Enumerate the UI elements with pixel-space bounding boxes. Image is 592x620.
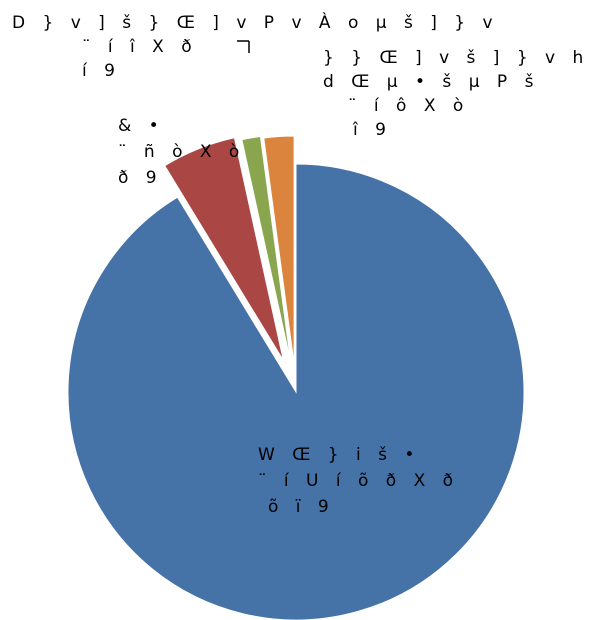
pie-slice-3 [263, 135, 295, 365]
slice-label-line: ð 9 [118, 168, 163, 188]
slice-label-line: í 9 [82, 61, 121, 81]
pie-slice-2 [241, 135, 292, 363]
slice-label-line: } } Œ ] v š ] } v h v ] š ~ [323, 48, 592, 68]
slice-label-line: W Œ } i š • [258, 445, 420, 465]
slice-label-line: ¨ ñ ò X ò [118, 142, 245, 162]
pie-slices [67, 135, 525, 620]
slice-label-1: & • ¨ ñ ò X ò ð 9 [118, 116, 245, 188]
slice-label-line: õ ï 9 [268, 497, 335, 517]
pie-slice-0 [67, 163, 525, 620]
slice-label-3: } } Œ ] v š ] } v h v ] š ~ d Œ µ • š µ P… [323, 48, 592, 140]
slice-labels: W Œ } i š • ¨ í U í õ ð X ð õ ï 9 & • ¨ ñ ò … [12, 11, 592, 517]
slice-label-2: D } v ] š } Œ ] v P v À o µ š ] } v ¨ í î… [12, 11, 499, 81]
slice-label-line: d Œ µ • š µ P š [323, 72, 539, 92]
slice-label-line: D } v ] š } Œ ] v P v À o µ š ] } v [12, 11, 499, 33]
slice-label-line: & • [118, 116, 165, 136]
slice-label-0: W Œ } i š • ¨ í U í õ ð X ð õ ï 9 [258, 445, 459, 517]
slice-label-line: ¨ í U í õ ð X ð [258, 471, 459, 491]
slice-label-line: ¨ í î X ð [82, 37, 198, 57]
slice-label-line: î 9 [352, 120, 392, 140]
pie-slice-1 [164, 137, 284, 361]
slice-label-line: ¨ í ô X ò [348, 96, 469, 116]
